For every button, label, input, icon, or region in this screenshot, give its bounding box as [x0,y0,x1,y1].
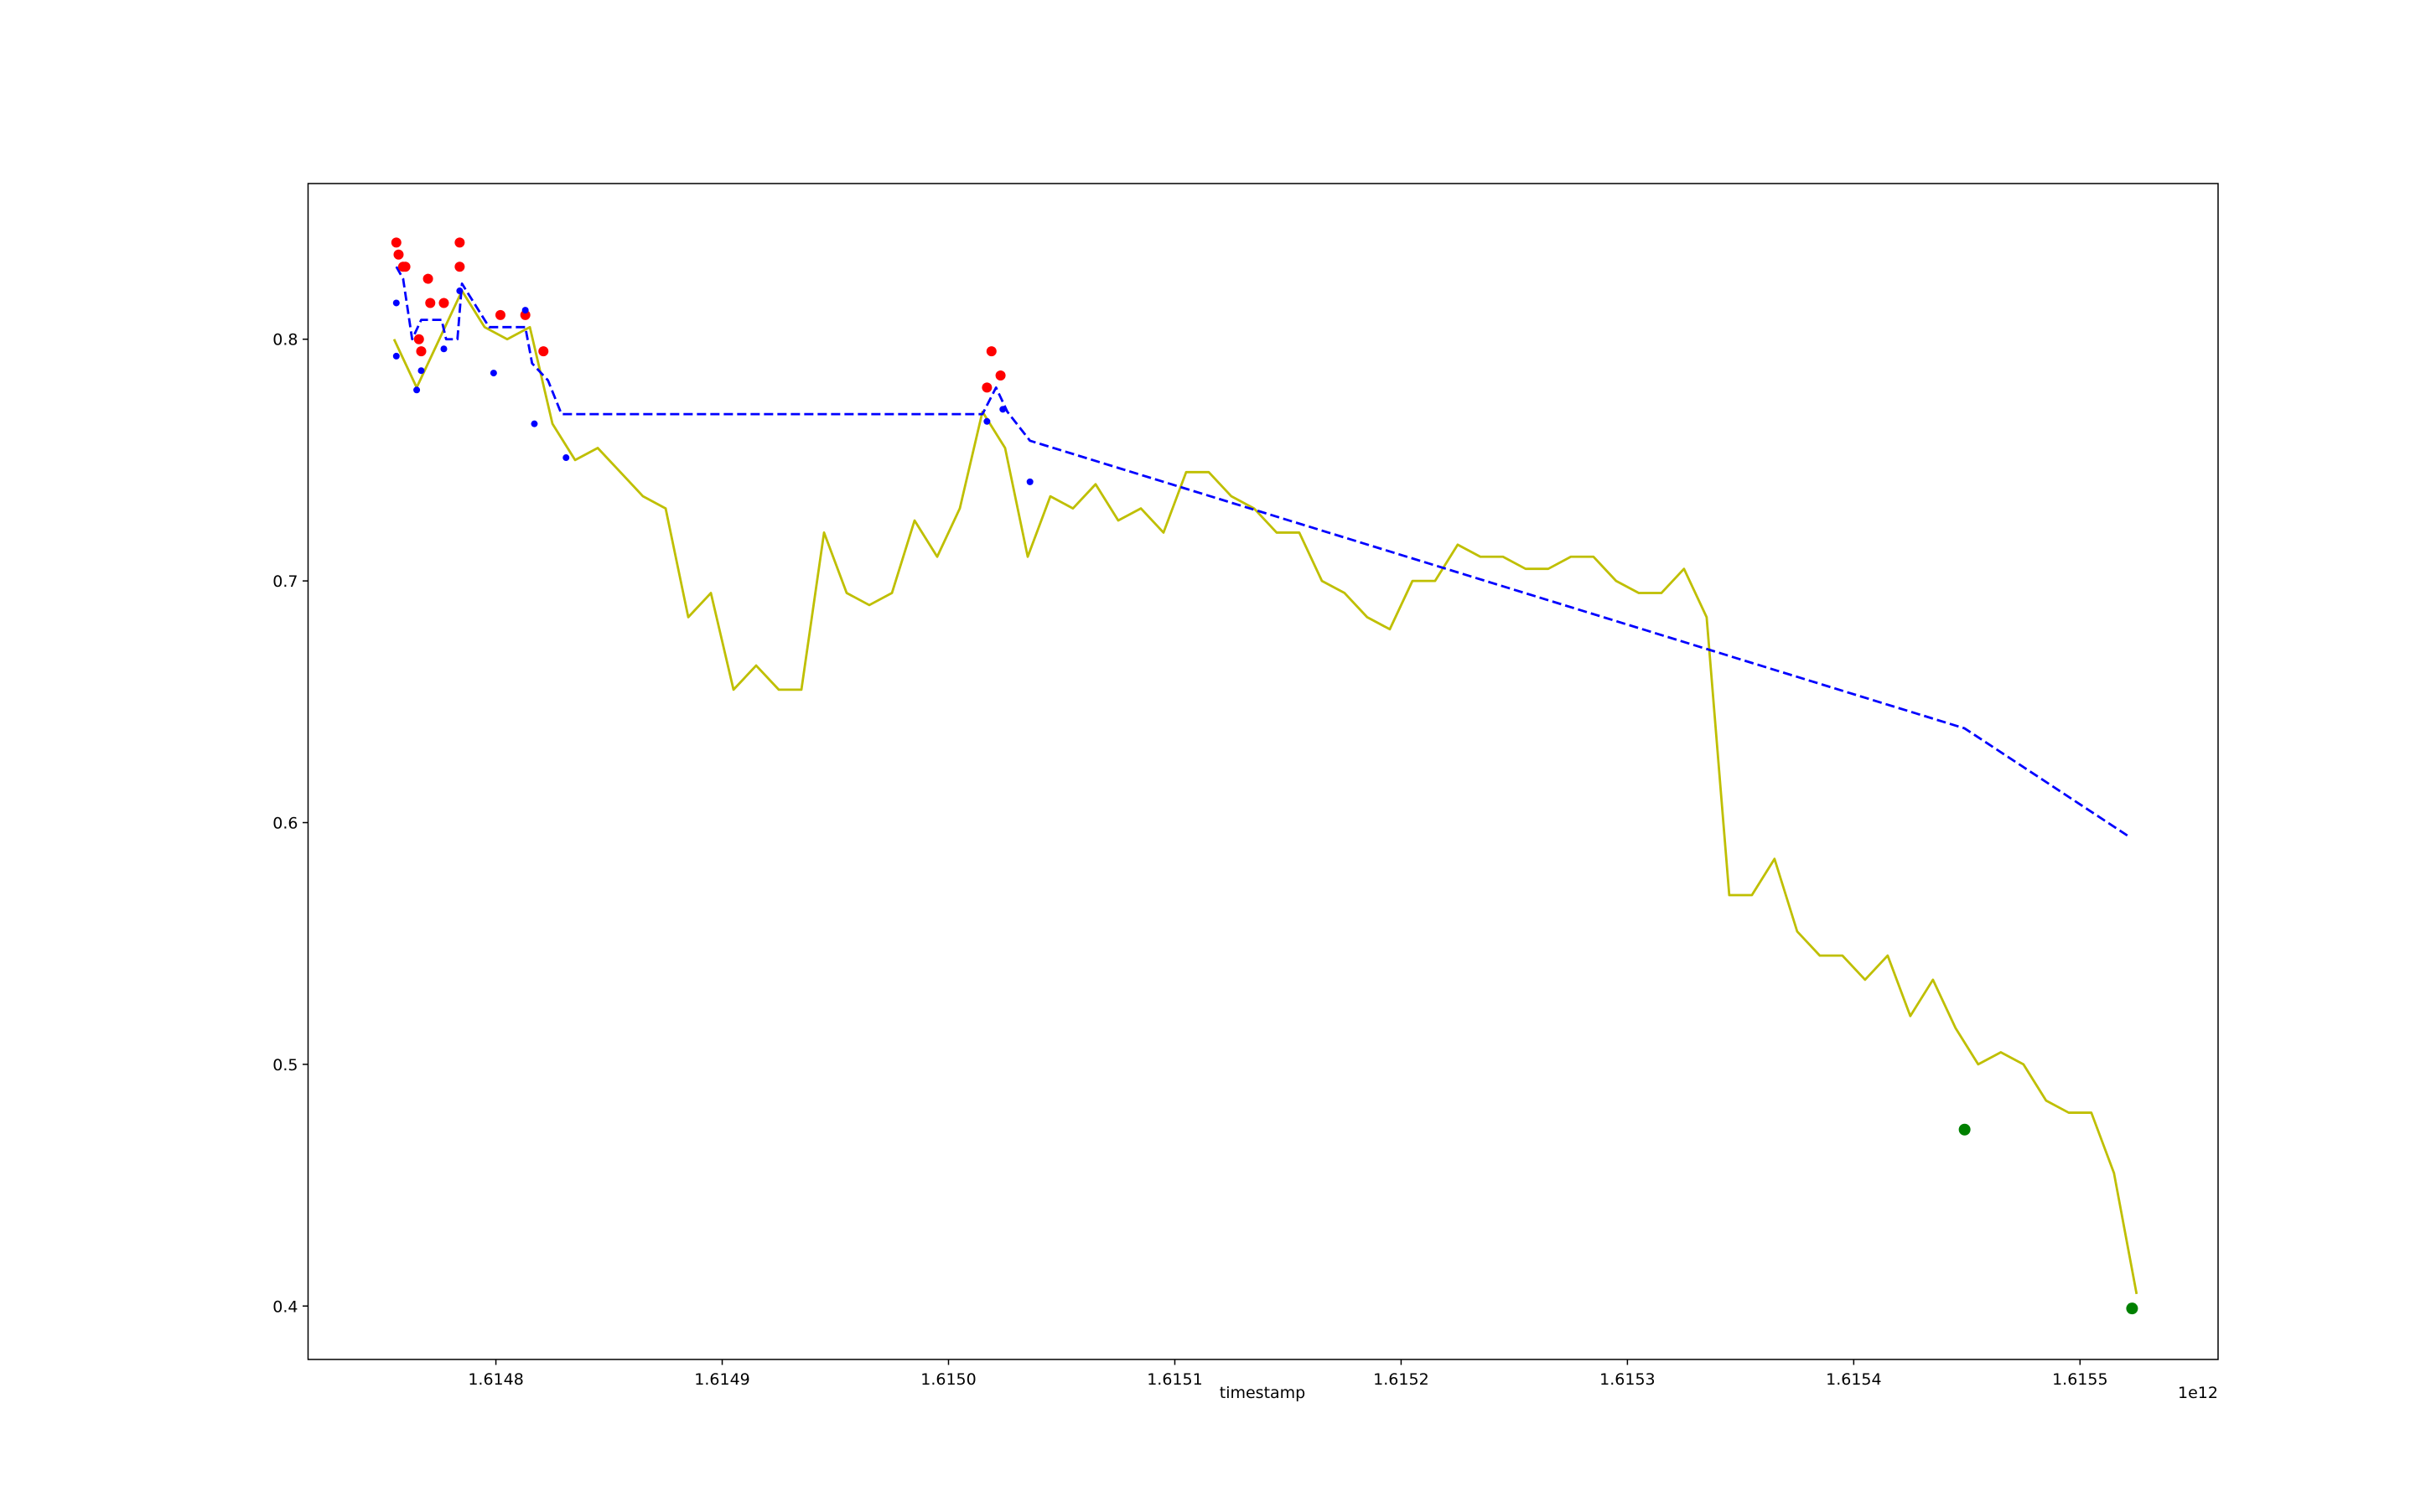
marker [490,370,497,377]
marker [422,273,433,284]
y-tick-label: 0.5 [272,1056,298,1074]
marker [400,261,411,272]
marker [440,345,448,353]
x-tick-label: 1.6155 [2052,1370,2107,1389]
marker [416,346,427,357]
marker [417,367,425,375]
marker [456,287,464,295]
marker [2126,1302,2138,1315]
marker [425,298,436,308]
marker [983,417,991,425]
dashed-line [395,266,2131,838]
marker [454,261,465,272]
marker [413,386,421,394]
marker [454,237,465,248]
marker [392,352,400,360]
x-axis-label: timestamp [1220,1384,1306,1402]
x-tick-label: 1.6149 [694,1370,749,1389]
marker [521,307,529,314]
marker [982,382,993,393]
x-tick-label: 1.6154 [1826,1370,1881,1389]
marker [986,346,997,357]
marker [562,454,570,462]
marker [391,237,402,248]
marker [538,346,549,357]
marker [995,370,1006,381]
x-tick-label: 1.6151 [1147,1370,1202,1389]
marker [393,249,404,260]
marker [999,406,1007,413]
marker [1958,1123,1971,1136]
x-tick-label: 1.6153 [1599,1370,1655,1389]
x-offset-label: 1e12 [2178,1384,2218,1402]
marker [495,309,505,320]
y-tick-label: 0.6 [272,814,298,832]
marker [531,420,538,427]
marker [392,299,400,307]
plot-frame [307,183,2219,1360]
marker [413,334,424,344]
y-tick-label: 0.4 [272,1297,298,1316]
x-tick-label: 1.6152 [1373,1370,1428,1389]
marker [438,298,449,308]
marker [1026,478,1034,485]
y-tick-label: 0.7 [272,572,298,591]
price-line [392,289,2138,1295]
x-tick-label: 1.6148 [468,1370,523,1389]
marker [520,309,531,320]
y-tick-label: 0.8 [272,331,298,350]
x-tick-label: 1.6150 [920,1370,976,1389]
